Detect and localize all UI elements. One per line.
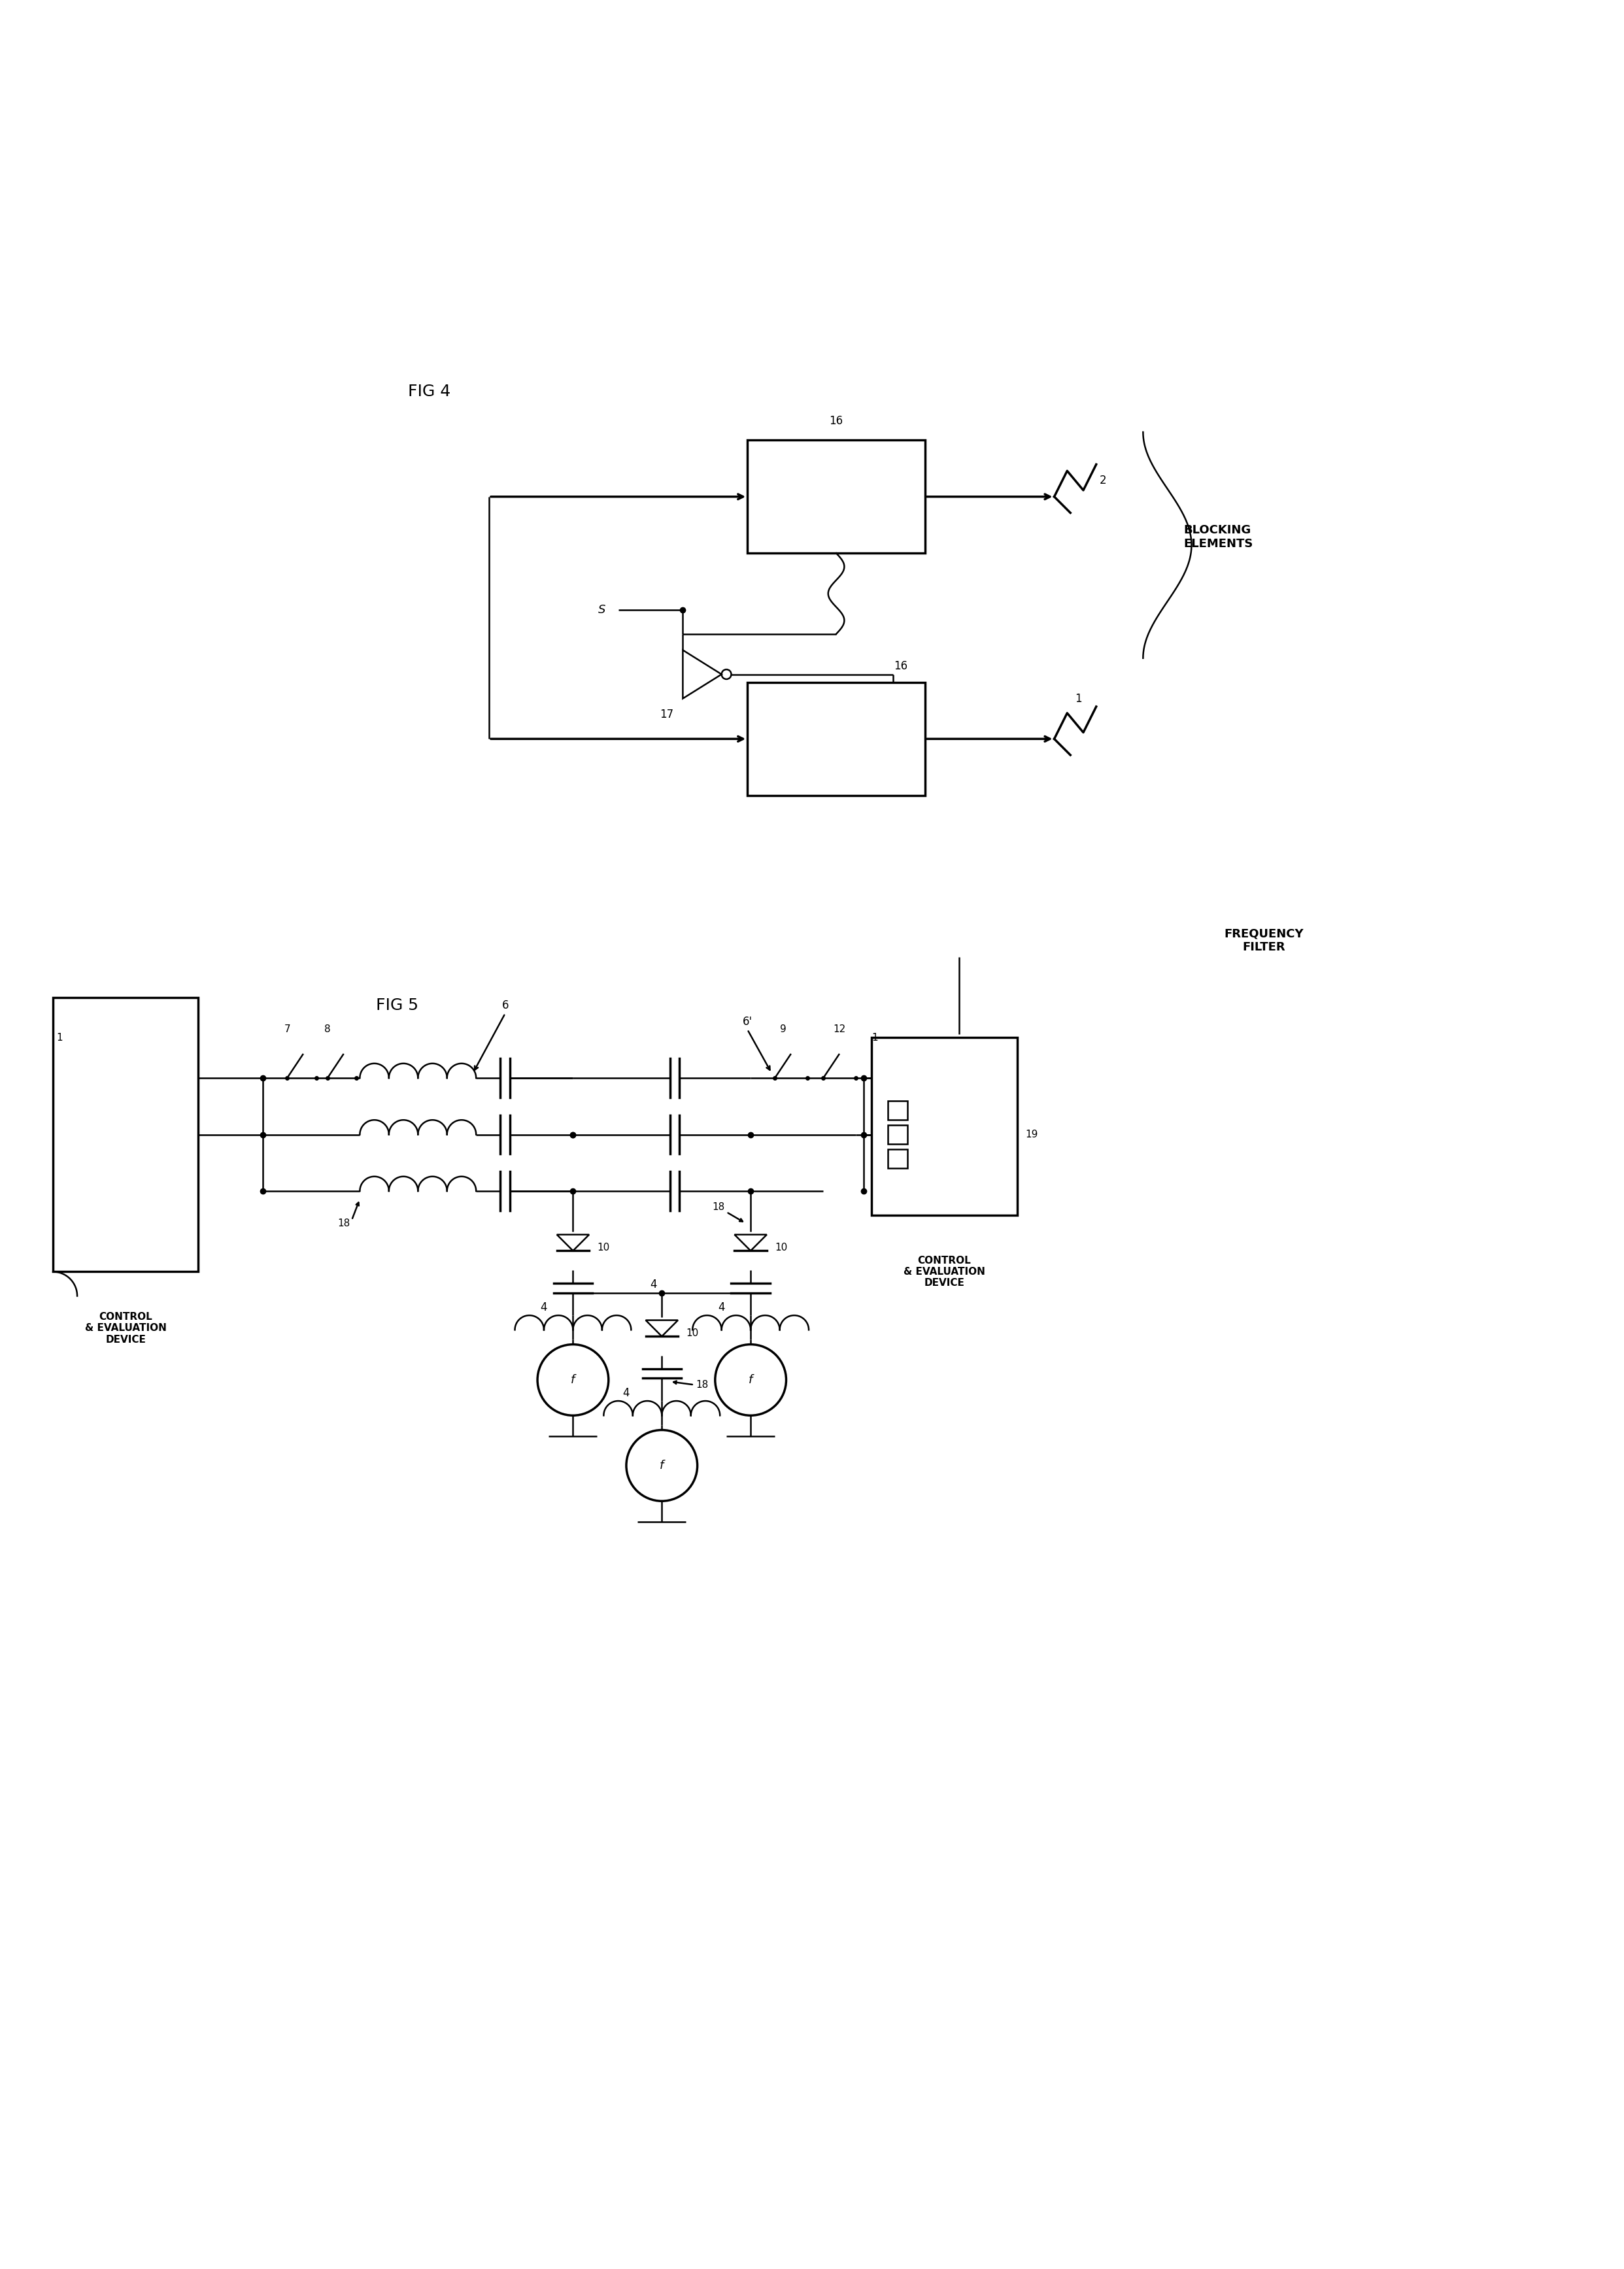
- Text: 4: 4: [541, 1302, 547, 1314]
- Text: 10: 10: [775, 1243, 788, 1252]
- Text: 19: 19: [1025, 1130, 1038, 1139]
- Text: 10: 10: [685, 1327, 698, 1339]
- Text: f: f: [659, 1459, 664, 1470]
- Text: f: f: [749, 1375, 752, 1386]
- Text: CONTROL
& EVALUATION
DEVICE: CONTROL & EVALUATION DEVICE: [84, 1311, 167, 1346]
- Text: 4: 4: [650, 1280, 658, 1291]
- Text: 1: 1: [872, 1032, 879, 1041]
- Text: f: f: [572, 1375, 575, 1386]
- Text: 12: 12: [833, 1026, 846, 1035]
- Text: 4: 4: [624, 1386, 630, 1398]
- Text: 16: 16: [893, 660, 908, 672]
- Text: 4: 4: [718, 1302, 724, 1314]
- Text: 8: 8: [325, 1026, 331, 1035]
- Bar: [888, 1125, 908, 1144]
- Text: 1: 1: [57, 1032, 62, 1041]
- Text: FREQUENCY
FILTER: FREQUENCY FILTER: [1224, 928, 1304, 953]
- Text: 9: 9: [780, 1026, 786, 1035]
- Bar: [747, 440, 926, 554]
- Bar: [888, 1148, 908, 1169]
- Text: 1: 1: [1075, 692, 1082, 703]
- Text: 6: 6: [502, 998, 508, 1012]
- Bar: [747, 683, 926, 796]
- Text: 16: 16: [830, 415, 843, 427]
- Text: 6': 6': [742, 1017, 752, 1028]
- Text: FIG 5: FIG 5: [377, 998, 419, 1014]
- Bar: [872, 1037, 1017, 1216]
- Text: 18: 18: [338, 1218, 349, 1228]
- Bar: [54, 998, 198, 1271]
- Text: 18: 18: [697, 1380, 708, 1389]
- Text: 2: 2: [1099, 474, 1106, 486]
- Text: 17: 17: [659, 708, 674, 722]
- Text: 18: 18: [711, 1203, 724, 1212]
- Text: 7: 7: [284, 1026, 291, 1035]
- Text: FIG 4: FIG 4: [408, 383, 451, 399]
- Text: S: S: [598, 604, 606, 615]
- Bar: [888, 1100, 908, 1121]
- Text: CONTROL
& EVALUATION
DEVICE: CONTROL & EVALUATION DEVICE: [903, 1255, 986, 1289]
- Text: 10: 10: [598, 1243, 609, 1252]
- Text: BLOCKING
ELEMENTS: BLOCKING ELEMENTS: [1184, 524, 1254, 549]
